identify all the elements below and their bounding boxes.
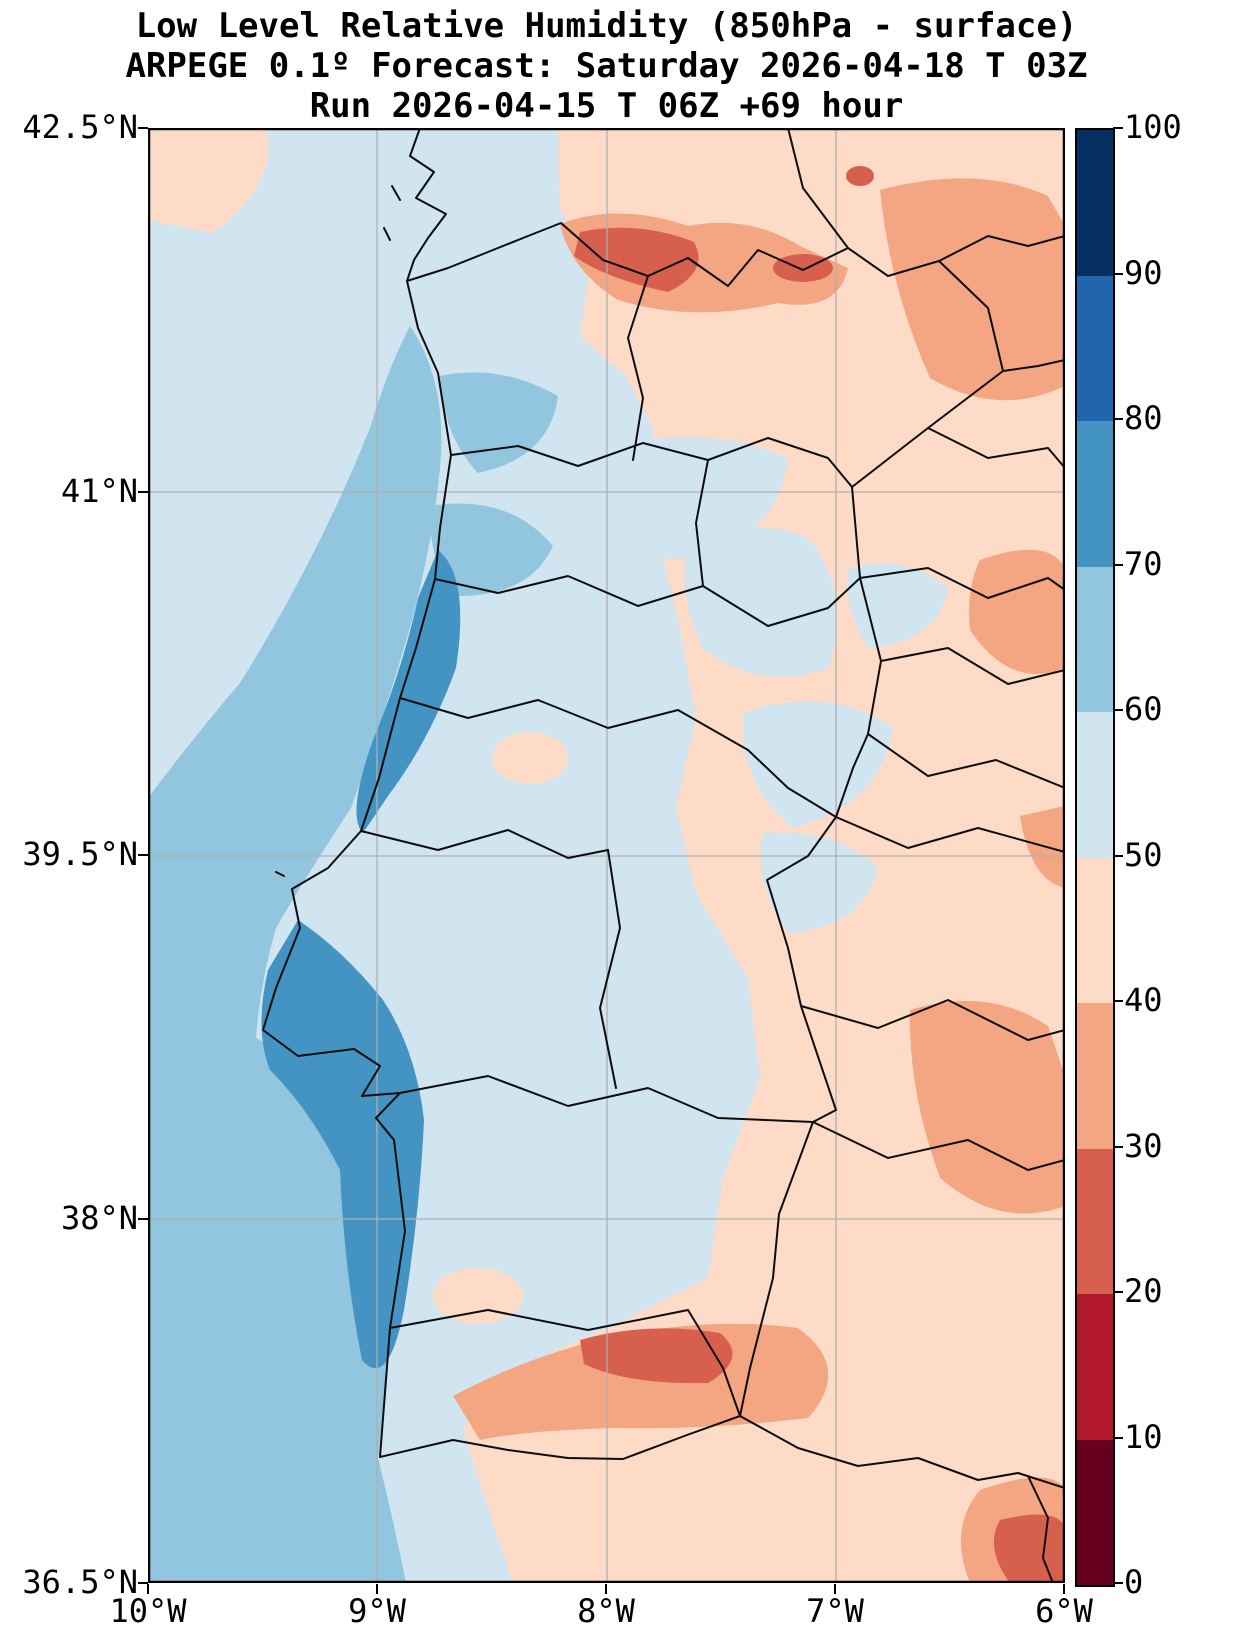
colorbar-tick-mark xyxy=(1113,1436,1123,1439)
colorbar-segment xyxy=(1077,130,1113,276)
x-tick-mark xyxy=(605,1584,607,1594)
colorbar-tick-mark xyxy=(1113,272,1123,275)
colorbar-tick-mark xyxy=(1113,127,1123,129)
title-line-3: Run 2026-04-15 T 06Z +69 hour xyxy=(309,86,904,126)
y-tick-label: 36.5°N xyxy=(22,1563,138,1602)
colorbar-segment xyxy=(1077,1148,1113,1294)
y-tick-mark xyxy=(138,127,148,129)
colorbar-tick-label: 100 xyxy=(1124,108,1182,147)
colorbar-tick-label: 50 xyxy=(1124,835,1163,874)
colorbar-tick-mark xyxy=(1113,418,1123,420)
figure-title-block: Low Level Relative Humidity (850hPa - su… xyxy=(0,6,1213,126)
x-tick-mark xyxy=(147,1584,149,1594)
colorbar-tick-label: 0 xyxy=(1124,1563,1144,1602)
x-tick-mark xyxy=(1063,1584,1065,1594)
title-line-2: ARPEGE 0.1º Forecast: Saturday 2026-04-1… xyxy=(125,46,1088,86)
colorbar-segment xyxy=(1077,857,1113,1003)
y-tick-label: 41°N xyxy=(60,472,138,511)
colorbar-segment xyxy=(1077,712,1113,858)
colorbar-segment xyxy=(1077,421,1113,567)
borders-coastlines xyxy=(262,127,1066,1584)
colorbar-tick-label: 90 xyxy=(1124,253,1163,292)
x-tick-mark xyxy=(834,1584,836,1594)
y-tick-label: 38°N xyxy=(60,1199,138,1238)
map-plot-area xyxy=(147,127,1066,1584)
colorbar xyxy=(1075,128,1115,1587)
colorbar-tick-mark xyxy=(1113,709,1123,711)
map-canvas xyxy=(147,127,1066,1584)
colorbar-tick-mark xyxy=(1113,1145,1123,1148)
colorbar-tick-mark xyxy=(1113,1291,1123,1293)
colorbar-tick-mark xyxy=(1113,854,1123,857)
colorbar-tick-label: 20 xyxy=(1124,1272,1163,1311)
x-tick-label: 6°W xyxy=(1035,1592,1093,1630)
y-tick-label: 42.5°N xyxy=(22,108,138,147)
colorbar-tick-label: 70 xyxy=(1124,544,1163,583)
y-tick-mark xyxy=(138,1218,148,1220)
colorbar-segment xyxy=(1077,1003,1113,1149)
colorbar-tick-label: 60 xyxy=(1124,690,1163,729)
colorbar-tick-mark xyxy=(1113,563,1123,566)
y-tick-label: 39.5°N xyxy=(22,835,138,874)
x-tick-mark xyxy=(376,1584,378,1594)
title-line-1: Low Level Relative Humidity (850hPa - su… xyxy=(135,6,1078,46)
x-tick-label: 7°W xyxy=(806,1592,864,1630)
x-tick-label: 8°W xyxy=(577,1592,635,1630)
x-tick-label: 10°W xyxy=(109,1592,187,1630)
colorbar-tick-label: 10 xyxy=(1124,1417,1163,1456)
colorbar-tick-label: 30 xyxy=(1124,1126,1163,1165)
colorbar-segment xyxy=(1077,1439,1113,1585)
plot-spine xyxy=(147,127,1066,1584)
gridlines xyxy=(148,128,1065,1583)
colorbar-tick-label: 40 xyxy=(1124,981,1163,1020)
colorbar-segment xyxy=(1077,275,1113,421)
colorbar-segment xyxy=(1077,566,1113,712)
y-tick-mark xyxy=(138,491,148,493)
colorbar-segment xyxy=(1077,1294,1113,1440)
y-tick-mark xyxy=(138,1582,148,1584)
colorbar-tick-label: 80 xyxy=(1124,399,1163,438)
colorbar-tick-mark xyxy=(1113,1582,1123,1584)
y-tick-mark xyxy=(138,854,148,856)
colorbar-segments xyxy=(1077,130,1113,1585)
colorbar-tick-mark xyxy=(1113,1000,1123,1002)
x-tick-label: 9°W xyxy=(348,1592,406,1630)
